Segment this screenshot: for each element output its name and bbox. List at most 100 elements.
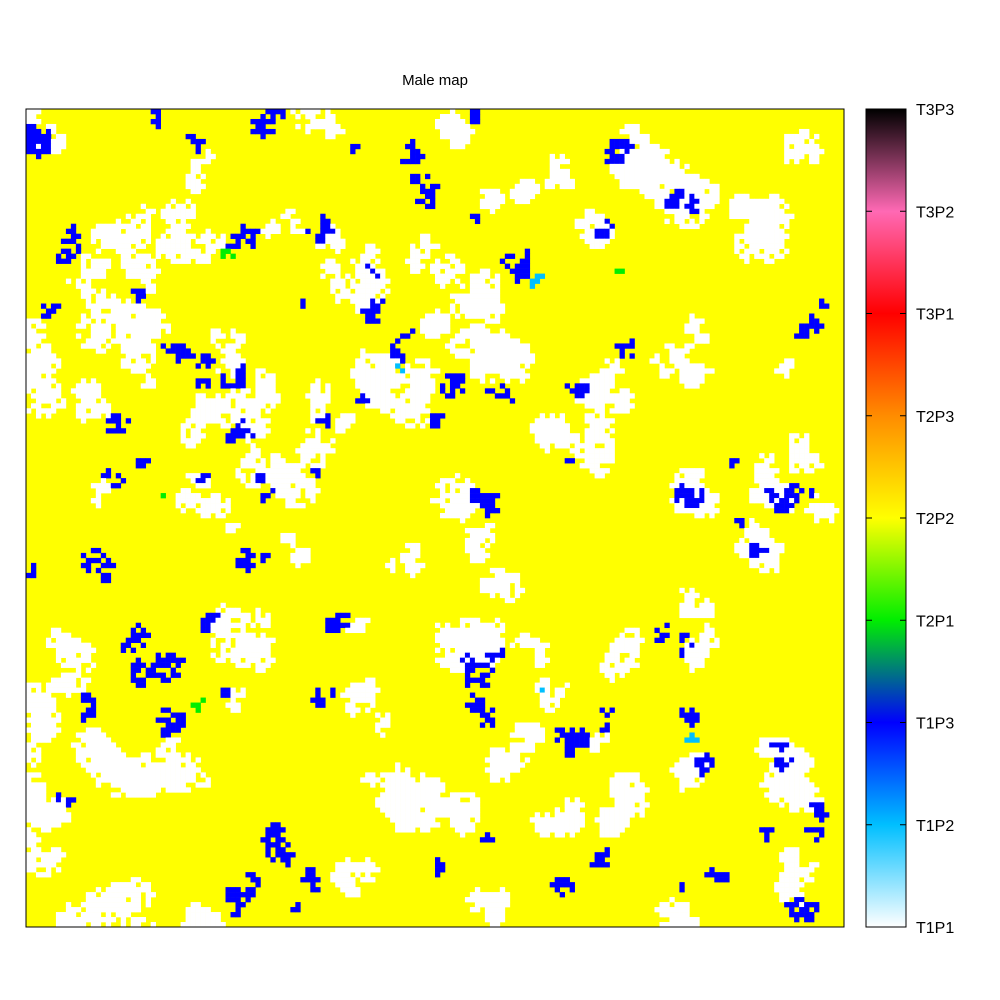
heatmap-cell-t1p1	[215, 493, 221, 499]
heatmap-cell-t1p1	[804, 458, 810, 464]
heatmap-cell-t1p1	[320, 458, 326, 464]
heatmap-cell-t1p3	[694, 762, 700, 768]
heatmap-cell-t1p1	[489, 363, 496, 369]
heatmap-cell-t1p3	[514, 268, 521, 274]
heatmap-cell-t1p1	[624, 163, 630, 170]
heatmap-cell-t1p1	[230, 328, 236, 334]
heatmap-cell-t1p1	[674, 358, 680, 364]
heatmap-cell-t1p3	[484, 388, 491, 394]
heatmap-cell-t1p1	[400, 393, 406, 399]
heatmap-cell-t1p1	[425, 408, 431, 414]
heatmap-cell-t1p1	[45, 682, 52, 688]
heatmap-cell-t1p1	[804, 433, 810, 439]
heatmap-cell-t1p3	[140, 677, 147, 683]
heatmap-cell-t1p1	[240, 632, 246, 639]
heatmap-cell-t1p1	[449, 667, 456, 673]
heatmap-cell-t1p1	[614, 662, 620, 668]
heatmap-cell-t1p1	[130, 303, 137, 309]
heatmap-cell-t1p3	[50, 308, 57, 314]
heatmap-cell-t1p1	[225, 702, 231, 708]
heatmap-cell-t1p1	[554, 428, 560, 434]
heatmap-cell-t1p1	[285, 498, 291, 504]
heatmap-cell-t1p1	[464, 527, 471, 534]
heatmap-cell-t1p1	[90, 757, 97, 763]
heatmap-cell-t1p1	[405, 787, 411, 793]
heatmap-cell-t1p3	[519, 263, 526, 269]
heatmap-cell-t1p1	[704, 203, 710, 210]
heatmap-cell-t1p1	[185, 233, 191, 239]
heatmap-cell-t1p1	[459, 807, 466, 813]
heatmap-cell-t1p1	[240, 358, 246, 364]
heatmap-cell-t1p1	[270, 453, 276, 459]
heatmap-cell-t1p3	[799, 323, 805, 329]
heatmap-cell-t1p1	[220, 622, 226, 629]
heatmap-cell-t1p1	[789, 433, 795, 439]
heatmap-cell-t1p1	[95, 762, 102, 768]
heatmap-cell-t1p1	[804, 128, 810, 135]
heatmap-cell-t1p3	[415, 148, 421, 155]
heatmap-cell-t1p1	[365, 368, 371, 374]
heatmap-cell-t1p1	[464, 293, 471, 299]
chart-title: Male map	[402, 72, 468, 89]
heatmap-cell-t1p1	[85, 298, 92, 304]
heatmap-cell-t1p1	[300, 478, 306, 484]
heatmap-cell-t1p1	[310, 453, 316, 459]
heatmap-cell-t1p1	[514, 353, 521, 359]
heatmap-cell-t1p3	[135, 288, 142, 294]
heatmap-cell-t1p1	[115, 792, 122, 798]
heatmap-cell-t1p1	[145, 278, 151, 284]
heatmap-cell-t1p1	[439, 128, 446, 135]
heatmap-cell-t1p1	[180, 258, 186, 264]
heatmap-cell-t1p1	[459, 483, 466, 489]
heatmap-cell-t1p1	[669, 168, 675, 175]
heatmap-cell-t1p1	[729, 203, 735, 210]
heatmap-cell-t1p1	[539, 652, 546, 658]
heatmap-cell-t1p1	[415, 248, 421, 254]
heatmap-cell-t1p3	[240, 233, 246, 239]
heatmap-cell-t1p1	[85, 273, 92, 279]
heatmap-cell-t1p1	[714, 183, 720, 190]
heatmap-cell-t1p1	[494, 577, 501, 584]
heatmap-cell-t1p1	[425, 323, 431, 329]
heatmap-cell-t1p1	[604, 817, 610, 823]
heatmap-cell-t1p1	[45, 692, 52, 698]
heatmap-cell-t1p1	[684, 343, 690, 349]
heatmap-cell-t1p1	[430, 777, 436, 783]
heatmap-cell-t1p3	[769, 498, 775, 504]
heatmap-cell-t1p1	[235, 473, 241, 479]
heatmap-cell-t1p1	[365, 697, 371, 703]
heatmap-cell-t1p1	[255, 448, 261, 454]
heatmap-cell-t1p3	[784, 493, 790, 499]
heatmap-cell-t1p3	[165, 677, 171, 683]
heatmap-cell-t1p1	[405, 388, 411, 394]
heatmap-cell-t1p1	[50, 802, 57, 808]
heatmap-cell-t1p3	[484, 503, 491, 509]
heatmap-cell-t1p1	[769, 767, 775, 773]
heatmap-cell-t1p2	[400, 368, 406, 374]
heatmap-cell-t1p1	[200, 173, 206, 180]
heatmap-cell-t1p1	[814, 862, 820, 868]
heatmap-cell-t1p1	[425, 333, 431, 339]
heatmap-cell-t1p1	[784, 782, 790, 788]
heatmap-cell-t1p1	[70, 682, 77, 688]
heatmap-cell-t1p1	[150, 308, 156, 314]
heatmap-cell-t1p3	[569, 742, 575, 748]
heatmap-cell-t1p1	[280, 458, 286, 464]
heatmap-cell-t1p1	[759, 473, 765, 479]
heatmap-cell-t1p3	[100, 572, 107, 579]
heatmap-cell-t1p1	[764, 503, 770, 509]
heatmap-cell-t1p1	[435, 368, 441, 374]
heatmap-cell-t1p1	[40, 737, 47, 743]
heatmap-cell-t1p1	[375, 363, 381, 369]
heatmap-cell-t1p1	[599, 408, 605, 414]
heatmap-cell-t1p3	[664, 198, 670, 205]
heatmap-cell-t1p3	[689, 488, 695, 494]
heatmap-cell-t1p1	[489, 577, 496, 584]
heatmap-cell-t1p1	[779, 368, 785, 374]
heatmap-cell-t1p1	[185, 772, 191, 778]
heatmap-cell-t1p1	[420, 373, 426, 379]
heatmap-cell-t1p1	[90, 647, 97, 653]
heatmap-cell-t1p1	[479, 283, 486, 289]
heatmap-cell-t1p1	[539, 438, 546, 444]
heatmap-cell-t1p1	[325, 268, 331, 274]
